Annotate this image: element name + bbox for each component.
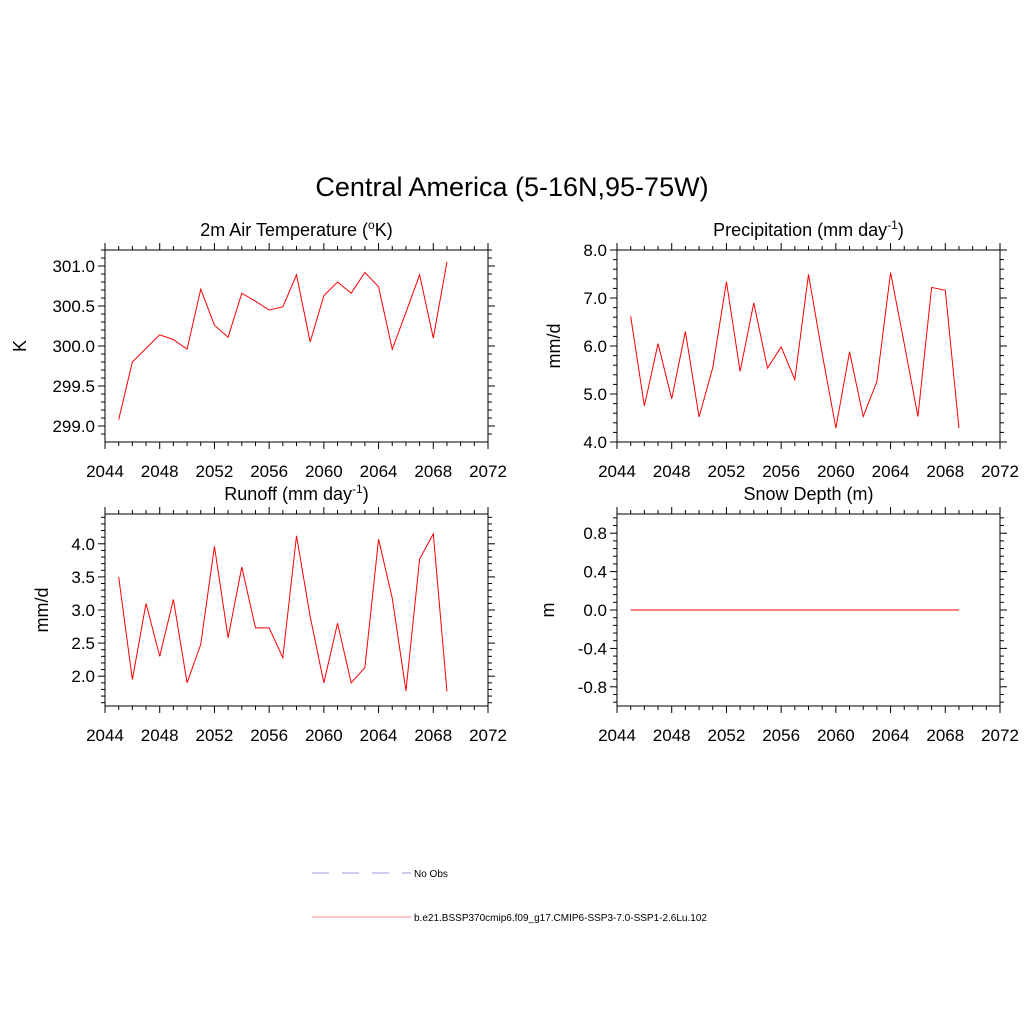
- series-line: [630, 272, 960, 429]
- chart-panel-4: 2044 2048 2052 2056 2060 2064 2068 2072 -0.8 -0.4…: [538, 484, 1019, 745]
- panel-title: Precipitation (mm day-1): [713, 218, 904, 240]
- y-tick-label: 3.5: [71, 568, 95, 587]
- chart-panel-1: 2044 2048 2052 2056 2060 2064 2068 2072 299.0 299…: [10, 218, 507, 481]
- chart-panel-3: 2044 2048 2052 2056 2060 2064 2068 2072 2.0 2.5 3.…: [32, 482, 507, 745]
- x-tick-label: 2052: [708, 726, 746, 745]
- y-tick-label: 2.0: [71, 667, 95, 686]
- y-axis-label: mm/d: [32, 588, 52, 633]
- x-tick-label: 2060: [817, 462, 855, 481]
- panel-title: Runoff (mm day-1): [224, 482, 368, 504]
- y-tick-label: 300.5: [52, 297, 95, 316]
- x-tick-label: 2044: [598, 726, 636, 745]
- x-tick-label: 2068: [414, 726, 452, 745]
- x-tick-label: 2044: [598, 462, 636, 481]
- legend-label: b.e21.BSSP370cmip6.f09_g17.CMIP6-SSP3-7.…: [414, 913, 707, 924]
- legend-entry: b.e21.BSSP370cmip6.f09_g17.CMIP6-SSP3-7.…: [312, 913, 707, 924]
- x-tick-label: 2048: [653, 726, 691, 745]
- x-tick-label: 2052: [708, 462, 746, 481]
- x-tick-label: 2068: [926, 726, 964, 745]
- y-tick-label: 2.5: [71, 634, 95, 653]
- y-tick-label: 4.0: [583, 433, 607, 452]
- series-line: [118, 532, 448, 692]
- legend-entry: No Obs: [312, 869, 448, 880]
- x-tick-label: 2064: [360, 462, 398, 481]
- legend-label: No Obs: [414, 869, 448, 880]
- y-tick-label: 301.0: [52, 257, 95, 276]
- x-tick-label: 2068: [414, 462, 452, 481]
- legend: No Obs b.e21.BSSP370cmip6.f09_g17.CMIP6-S…: [312, 869, 707, 924]
- y-tick-label: 0.4: [583, 563, 607, 582]
- y-tick-label: 7.0: [583, 289, 607, 308]
- x-tick-label: 2048: [141, 726, 179, 745]
- y-tick-label: 299.0: [52, 417, 95, 436]
- x-tick-label: 2056: [250, 726, 288, 745]
- x-tick-label: 2052: [196, 726, 234, 745]
- y-tick-label: 0.0: [583, 601, 607, 620]
- x-tick-label: 2060: [305, 462, 343, 481]
- plot-frame: [616, 249, 1001, 443]
- y-axis-label: m: [538, 603, 558, 618]
- figure-title: Central America (5-16N,95-75W): [315, 172, 708, 202]
- x-tick-label: 2052: [196, 462, 234, 481]
- x-tick-label: 2072: [981, 462, 1019, 481]
- x-tick-label: 2064: [872, 726, 910, 745]
- series-line: [118, 261, 448, 420]
- x-tick-label: 2044: [86, 462, 124, 481]
- plot-frame: [104, 513, 489, 707]
- plot-frame: [104, 249, 489, 443]
- x-tick-label: 2056: [762, 726, 800, 745]
- x-tick-label: 2048: [653, 462, 691, 481]
- x-tick-label: 2072: [981, 726, 1019, 745]
- y-tick-label: 300.0: [52, 337, 95, 356]
- y-tick-label: 5.0: [583, 385, 607, 404]
- x-tick-label: 2056: [762, 462, 800, 481]
- x-tick-label: 2064: [360, 726, 398, 745]
- x-tick-label: 2072: [469, 462, 507, 481]
- y-axis-label: mm/d: [544, 324, 564, 369]
- panel-title: Snow Depth (m): [743, 484, 873, 504]
- x-tick-label: 2064: [872, 462, 910, 481]
- x-tick-label: 2048: [141, 462, 179, 481]
- chart-panel-2: 2044 2048 2052 2056 2060 2064 2068 2072 4.0 5.0 6.…: [544, 218, 1019, 481]
- x-tick-label: 2072: [469, 726, 507, 745]
- x-tick-label: 2056: [250, 462, 288, 481]
- y-tick-label: 4.0: [71, 535, 95, 554]
- y-tick-label: 0.8: [583, 524, 607, 543]
- y-tick-label: 8.0: [583, 241, 607, 260]
- x-tick-label: 2060: [305, 726, 343, 745]
- y-tick-label: 6.0: [583, 337, 607, 356]
- y-axis-label: K: [10, 340, 30, 352]
- panel-title: 2m Air Temperature (oK): [200, 218, 392, 240]
- y-tick-label: -0.8: [578, 678, 607, 697]
- x-tick-label: 2044: [86, 726, 124, 745]
- x-tick-label: 2060: [817, 726, 855, 745]
- panels: 2044 2048 2052 2056 2060 2064 2068 2072 299.0 299…: [10, 218, 1019, 745]
- y-tick-label: -0.4: [578, 639, 607, 658]
- y-tick-label: 3.0: [71, 601, 95, 620]
- x-tick-label: 2068: [926, 462, 964, 481]
- y-tick-label: 299.5: [52, 377, 95, 396]
